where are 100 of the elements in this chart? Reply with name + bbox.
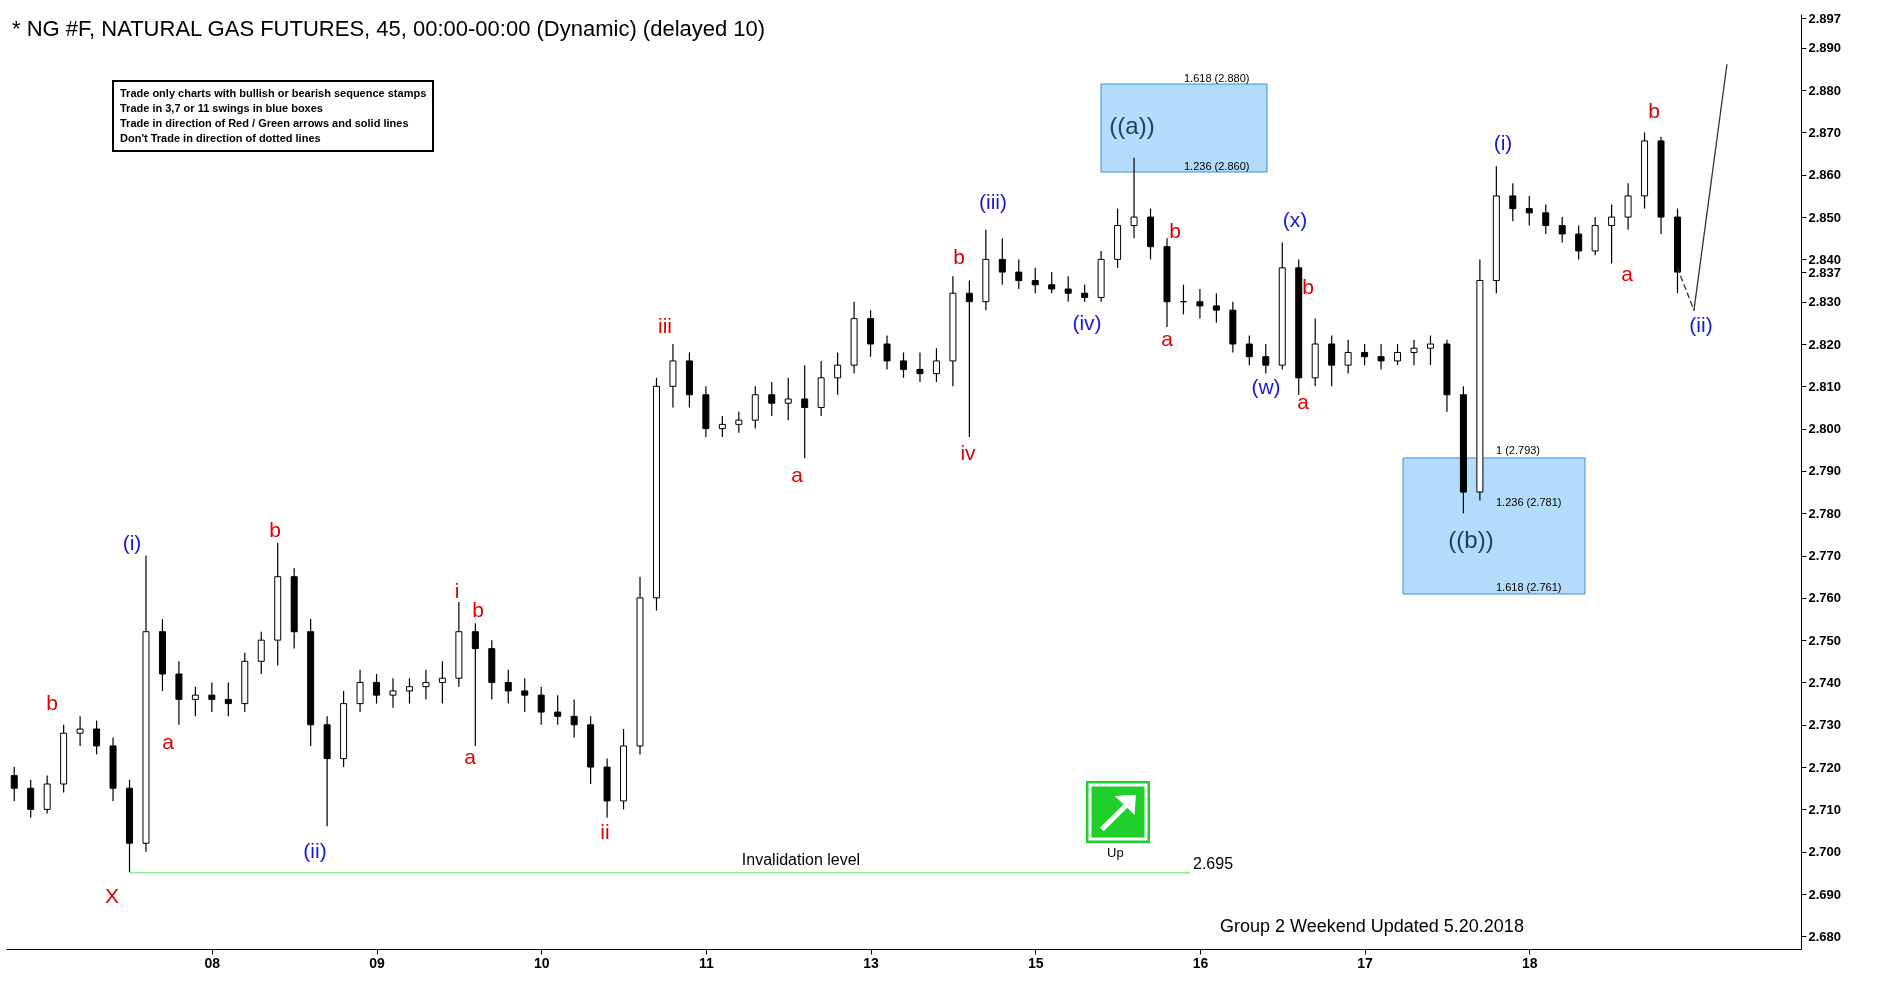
candlestick [521, 677, 529, 713]
annotation: 1.236 (2.860) [1184, 160, 1250, 172]
annotation: Up [1107, 844, 1124, 860]
candlestick [998, 237, 1006, 286]
annotation: (ii) [303, 839, 327, 863]
candlestick [1130, 157, 1138, 239]
y-tick-label: 2.740 [1808, 674, 1842, 690]
candlestick [93, 719, 101, 755]
y-tick-label: 2.837 [1808, 264, 1842, 280]
annotation: (iv) [1072, 311, 1102, 335]
y-tick-label: 2.780 [1808, 505, 1842, 521]
annotation: b [1302, 275, 1314, 299]
candlestick [916, 351, 924, 383]
x-tick-label: 15 [1027, 954, 1044, 971]
annotation: b [1648, 99, 1660, 123]
annotation: Trade only charts with bullish or bearish sequence stamps [120, 86, 427, 101]
candlestick [1575, 224, 1583, 260]
candlestick [554, 694, 562, 726]
candlestick [1048, 271, 1056, 294]
candlestick [801, 364, 809, 459]
y-tick-label: 2.897 [1808, 10, 1842, 26]
y-tick-label: 2.880 [1808, 82, 1842, 98]
annotation: X [104, 884, 120, 908]
candlestick [735, 411, 743, 434]
annotation: a [1161, 327, 1173, 351]
annotation: ((b)) [1448, 526, 1494, 554]
y-tick-label: 2.760 [1808, 590, 1842, 606]
annotation: (i) [122, 531, 142, 555]
candlestick [208, 681, 216, 713]
annotation: 1.236 (2.781) [1496, 496, 1562, 508]
candlestick [1608, 203, 1616, 265]
x-tick-label: 17 [1357, 954, 1374, 971]
y-tick-label: 2.690 [1808, 886, 1842, 902]
annotation: Trade in direction of Red / Green arrows and solid lines [120, 116, 410, 131]
candlestick [718, 415, 726, 438]
candlestick [224, 681, 232, 717]
candlestick [405, 677, 413, 705]
x-tick-label: 08 [204, 954, 221, 971]
annotation: (ii) [1689, 313, 1713, 337]
candlestick [438, 660, 446, 705]
annotation: 1 (2.793) [1496, 444, 1541, 456]
x-tick-label: 16 [1192, 954, 1209, 971]
candlestick [1064, 275, 1072, 303]
annotation: iv [960, 441, 976, 465]
candlestick [471, 622, 479, 747]
candlestick [1394, 343, 1402, 366]
y-tick-label: 2.850 [1808, 209, 1842, 225]
annotation: b [269, 518, 281, 542]
candlestick [1624, 182, 1632, 231]
annotation: a [162, 730, 174, 754]
x-tick-label: 10 [533, 954, 550, 971]
y-tick-label: 2.680 [1808, 928, 1842, 944]
chart-title: * NG #F, NATURAL GAS FUTURES, 45, 00:00-00:00 (Dynamic) (delayed 10) [12, 16, 766, 42]
candlestick [10, 766, 18, 802]
y-tick-label: 2.770 [1808, 548, 1842, 564]
y-tick-label: 2.860 [1808, 167, 1842, 183]
candlestick [257, 631, 265, 675]
y-tick-label: 2.800 [1808, 421, 1842, 437]
candlestick [932, 347, 940, 383]
annotation: iii [658, 314, 672, 338]
candlestick [1196, 288, 1204, 320]
candlestick [1525, 195, 1533, 227]
x-tick-label: 11 [698, 954, 714, 971]
candlestick [570, 698, 578, 739]
candlestick [1426, 334, 1434, 366]
y-tick-label: 2.720 [1808, 759, 1842, 775]
annotation: b [46, 691, 58, 715]
annotation: a [1297, 390, 1309, 414]
candlestick [76, 715, 84, 747]
annotation: b [472, 598, 484, 622]
annotation: (x) [1282, 208, 1308, 232]
annotation: a [791, 463, 803, 487]
candlestick [1344, 339, 1352, 375]
candlestick [27, 779, 35, 819]
y-tick-label: 2.750 [1808, 632, 1842, 648]
candlestick [537, 686, 545, 726]
annotation: (w) [1251, 375, 1281, 399]
candlestick [768, 381, 776, 417]
candlestick [1262, 343, 1270, 375]
annotation: a [464, 745, 476, 769]
candlestick [1377, 343, 1385, 370]
annotation: 1.618 (2.761) [1496, 581, 1562, 593]
annotation: Trade in 3,7 or 11 swings in blue boxes [120, 101, 324, 116]
annotation: b [1169, 219, 1181, 243]
y-tick-label: 2.790 [1808, 463, 1842, 479]
candlestick [1328, 334, 1336, 387]
candlestick [834, 351, 842, 396]
candlestick [1542, 203, 1550, 235]
y-tick-label: 2.840 [1808, 251, 1842, 267]
candlestick [900, 351, 907, 379]
y-tick-label: 2.890 [1808, 40, 1842, 56]
x-tick-label: 18 [1521, 954, 1538, 971]
y-tick-label: 2.830 [1808, 294, 1842, 310]
candlestick [784, 377, 792, 421]
annotation: b [953, 245, 965, 269]
annotation: (i) [1493, 131, 1513, 155]
annotation: ((a)) [1109, 112, 1155, 140]
annotation: ii [600, 820, 610, 844]
candlestick [389, 677, 397, 709]
candlestick [191, 686, 199, 717]
